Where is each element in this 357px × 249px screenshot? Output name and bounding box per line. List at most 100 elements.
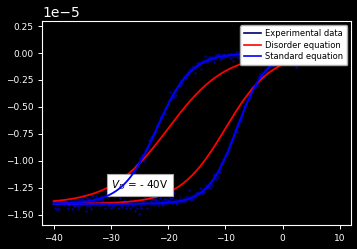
Point — [148, 199, 154, 203]
Point — [276, 49, 282, 53]
Point — [288, 48, 293, 52]
Point — [81, 192, 87, 196]
Point — [175, 201, 180, 205]
Point — [91, 198, 97, 202]
Point — [248, 51, 253, 55]
Point — [139, 153, 145, 157]
Point — [127, 206, 132, 210]
Point — [150, 134, 156, 138]
Point — [178, 199, 184, 203]
Point — [334, 51, 340, 55]
Point — [204, 60, 210, 64]
Point — [245, 92, 251, 96]
Point — [276, 61, 282, 65]
Point — [115, 206, 121, 210]
Point — [273, 59, 278, 63]
Point — [284, 54, 290, 58]
Point — [150, 191, 155, 195]
Point — [337, 50, 343, 54]
Point — [111, 203, 117, 207]
Point — [114, 191, 120, 195]
Point — [110, 193, 116, 197]
Point — [179, 81, 185, 85]
Point — [162, 112, 167, 116]
Point — [142, 155, 148, 159]
Point — [92, 202, 98, 206]
Point — [324, 49, 330, 53]
Point — [135, 206, 140, 210]
Point — [326, 53, 331, 57]
Point — [77, 199, 83, 203]
Point — [94, 197, 100, 201]
Point — [238, 119, 243, 123]
Point — [296, 48, 301, 52]
Point — [324, 54, 330, 58]
Point — [106, 194, 112, 198]
Point — [156, 203, 161, 207]
Point — [196, 191, 201, 195]
Point — [141, 159, 146, 163]
Point — [283, 58, 289, 62]
Point — [169, 96, 175, 100]
Point — [297, 50, 303, 54]
Point — [202, 54, 207, 58]
Point — [261, 75, 266, 79]
Point — [290, 53, 296, 57]
Point — [192, 193, 197, 197]
Point — [190, 197, 196, 201]
Point — [188, 198, 194, 202]
Point — [51, 198, 56, 202]
Point — [102, 206, 108, 210]
Point — [253, 84, 259, 88]
Point — [186, 188, 192, 192]
Point — [167, 196, 173, 200]
Point — [278, 47, 284, 51]
Point — [261, 51, 267, 55]
Point — [183, 75, 188, 79]
Point — [93, 194, 99, 198]
Point — [322, 54, 328, 58]
Point — [166, 102, 171, 106]
Point — [152, 196, 157, 200]
Point — [100, 197, 106, 201]
Point — [196, 61, 202, 65]
Point — [307, 53, 313, 57]
Point — [76, 204, 81, 208]
Point — [313, 48, 318, 52]
Point — [173, 93, 179, 97]
Point — [66, 203, 72, 207]
Point — [301, 44, 307, 48]
Point — [200, 60, 206, 64]
Point — [175, 84, 181, 88]
Point — [231, 59, 236, 63]
Point — [232, 128, 238, 132]
Point — [66, 206, 71, 210]
Point — [97, 197, 102, 201]
Point — [211, 60, 217, 64]
Point — [217, 170, 222, 174]
Point — [197, 186, 203, 190]
Point — [161, 197, 167, 201]
Point — [180, 199, 186, 203]
Point — [221, 52, 227, 56]
Point — [181, 75, 187, 79]
Point — [225, 53, 231, 57]
Point — [62, 199, 67, 203]
Point — [114, 202, 119, 206]
Point — [282, 56, 287, 60]
Point — [300, 51, 305, 55]
Point — [224, 151, 230, 155]
Point — [154, 123, 160, 127]
Point — [331, 53, 337, 57]
Point — [221, 157, 226, 161]
Point — [108, 192, 114, 196]
Point — [198, 67, 204, 71]
Point — [89, 194, 95, 198]
Point — [54, 206, 60, 210]
Point — [101, 199, 106, 203]
Point — [163, 197, 169, 201]
Point — [232, 53, 238, 57]
Point — [255, 55, 261, 59]
Point — [286, 54, 292, 58]
Point — [171, 95, 177, 99]
